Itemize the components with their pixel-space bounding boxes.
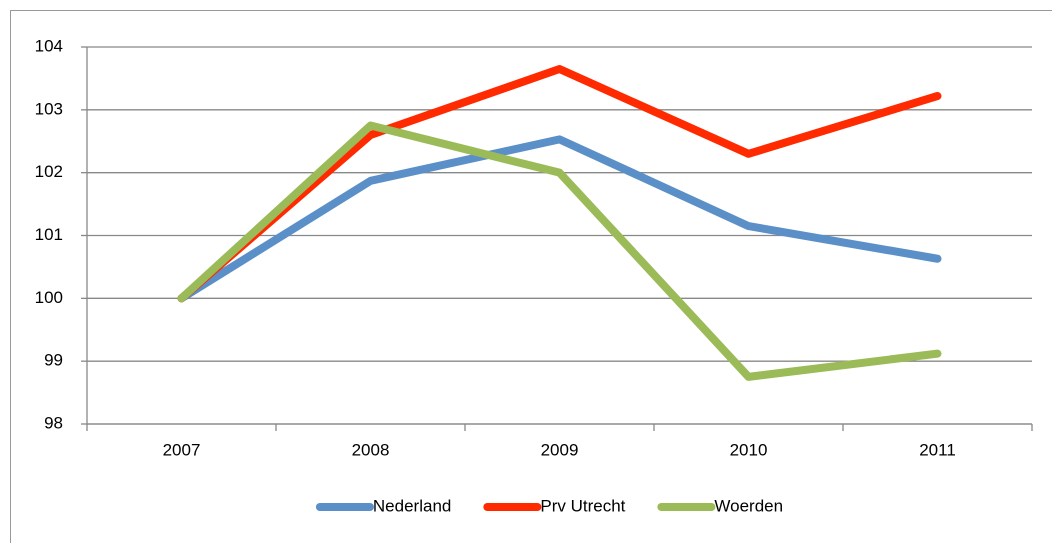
series-line: [177, 64, 942, 303]
x-tick-label: 2008: [352, 440, 390, 459]
series-line: [177, 121, 942, 381]
x-tick-label: 2009: [541, 440, 579, 459]
y-tick-label: 99: [44, 351, 63, 370]
legend-label: Woerden: [714, 496, 783, 515]
x-tick-label: 2007: [163, 440, 201, 459]
chart-frame: [10, 10, 1052, 543]
x-tick-label: 2010: [730, 440, 768, 459]
x-tick-label: 2011: [919, 440, 956, 459]
y-tick-label: 103: [35, 99, 63, 118]
y-tick-label: 100: [35, 288, 63, 307]
y-tick-label: 102: [35, 162, 63, 181]
y-tick-label: 101: [35, 225, 63, 244]
series-line: [177, 135, 942, 303]
legend-label: Nederland: [373, 496, 451, 515]
legend-label: Prv Utrecht: [540, 496, 625, 515]
y-tick-label: 98: [44, 413, 63, 432]
y-tick-label: 104: [35, 36, 63, 55]
